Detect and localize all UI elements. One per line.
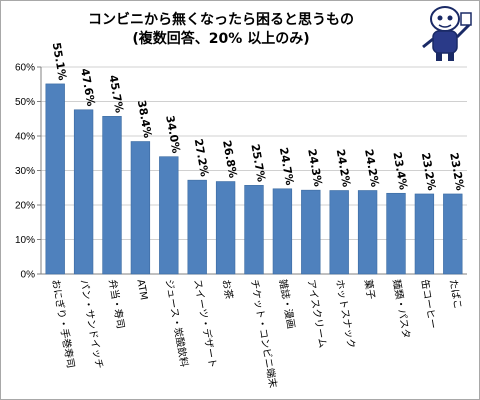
- value-label: 25.7%: [248, 143, 267, 183]
- value-label: 34.0%: [163, 114, 182, 154]
- bar: [272, 188, 293, 275]
- category-label: たばこ: [447, 278, 464, 310]
- bar: [414, 193, 435, 275]
- bar: [329, 190, 349, 275]
- bar: [159, 156, 179, 275]
- bar: [102, 116, 122, 275]
- chart-title-line1: コンビニから無くなったら困ると思うもの: [88, 12, 354, 28]
- category-label: ジュース・炭酸飲料: [163, 278, 191, 368]
- y-tick-label: 20%: [15, 201, 35, 212]
- bar: [301, 189, 321, 275]
- category-label: スイーツ・デザート: [191, 278, 219, 369]
- y-tick-label: 30%: [15, 166, 35, 177]
- bar: [187, 179, 207, 275]
- category-label: 麺類・パスタ: [390, 278, 413, 339]
- category-label: ホットスナック: [333, 278, 357, 349]
- value-label: 23.2%: [419, 152, 438, 192]
- y-tick-label: 0%: [21, 270, 36, 281]
- bar: [386, 192, 406, 275]
- bar: [73, 109, 94, 275]
- category-label: 弁当・寿司: [106, 278, 127, 329]
- category-label: 菓子: [362, 278, 377, 300]
- value-label: 24.2%: [334, 148, 353, 188]
- category-label: アイスクリーム: [305, 278, 329, 348]
- category-label: お茶: [220, 278, 236, 300]
- value-label: 23.2%: [447, 152, 466, 192]
- bar: [357, 190, 378, 275]
- bar: [130, 141, 151, 275]
- value-label: 24.3%: [305, 148, 324, 188]
- value-label: 27.2%: [192, 138, 211, 178]
- value-label: 55.1%: [50, 42, 69, 82]
- y-tick-label: 40%: [15, 132, 35, 143]
- value-label: 24.2%: [362, 148, 381, 188]
- category-label: パン・サンドイッチ: [78, 278, 106, 369]
- category-label: ATM: [134, 279, 148, 301]
- chart-title-line2: (複数回答、20% 以上のみ): [132, 31, 310, 47]
- y-tick-label: 10%: [15, 235, 35, 246]
- bar: [215, 181, 236, 275]
- category-label: チケット・コンビニ端末: [248, 278, 280, 389]
- category-label: 缶コーヒー: [418, 278, 439, 329]
- value-label: 24.7%: [277, 146, 296, 186]
- value-label: 45.7%: [106, 74, 125, 114]
- chart-title: コンビニから無くなったら困ると思うもの (複数回答、20% 以上のみ): [41, 11, 401, 49]
- category-label: 雑誌・漫画: [276, 278, 297, 329]
- value-label: 38.4%: [135, 99, 154, 139]
- y-tick-label: 60%: [15, 63, 35, 74]
- category-label: おにぎり・手巻寿司: [49, 278, 77, 369]
- mascot-illustration: [422, 6, 472, 61]
- y-tick-label: 50%: [15, 97, 35, 108]
- value-label: 26.8%: [220, 139, 239, 179]
- bar: [244, 185, 264, 275]
- bar: [443, 193, 463, 275]
- bar: [45, 83, 65, 275]
